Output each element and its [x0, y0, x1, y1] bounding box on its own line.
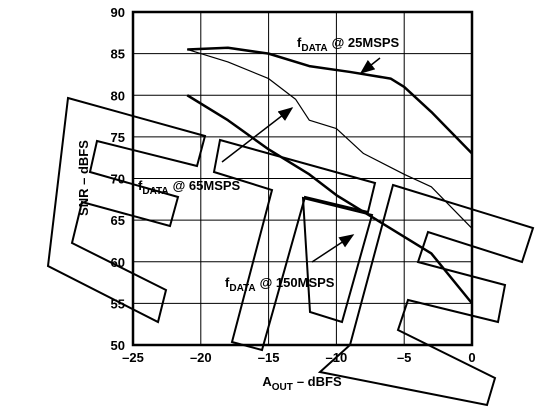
plot-frame: [131, 10, 474, 347]
overlay-shape: [212, 138, 377, 352]
series-line: [187, 46, 473, 155]
overlay-shape: [317, 183, 535, 407]
y-tick-label: 85: [111, 47, 125, 62]
y-tick-label: 60: [111, 255, 125, 270]
series-annotation: fDATA @ 25MSPS: [297, 35, 400, 54]
overlay-shape: [301, 196, 374, 324]
x-tick-label: –15: [258, 350, 280, 365]
annotation-sub: DATA: [229, 283, 255, 294]
annotation-tail: @ 150MSPS: [260, 275, 335, 290]
x-tick-label: 0: [468, 350, 475, 365]
annotation-arrow: [311, 234, 355, 263]
x-tick-label: –5: [397, 350, 411, 365]
annotation-arrow: [359, 57, 381, 74]
annotation-sub: DATA: [142, 186, 168, 197]
overlay-shape: [46, 96, 207, 324]
y-tick-label: 80: [111, 88, 125, 103]
y-tick-label: 65: [111, 213, 125, 228]
annotation-arrow: [221, 107, 294, 163]
x-axis-label-tail: – dBFS: [297, 374, 342, 389]
annotation-tail: @ 25MSPS: [332, 35, 400, 50]
series-line: [187, 48, 473, 229]
y-tick-label: 90: [111, 5, 125, 20]
x-axis-label: AOUT – dBFS: [262, 374, 342, 393]
annotation-main: f: [225, 275, 230, 290]
series-annotation: fDATA @ 65MSPS: [138, 178, 241, 197]
annotation-tail: @ 65MSPS: [173, 178, 241, 193]
annotation-main: f: [138, 178, 143, 193]
annotation-main: f: [297, 35, 302, 50]
series-annotation: fDATA @ 150MSPS: [225, 275, 335, 294]
x-tick-label: –20: [190, 350, 212, 365]
x-tick-label: –25: [122, 350, 144, 365]
x-axis-label-sub: OUT: [272, 382, 293, 393]
annotation-sub: DATA: [301, 43, 327, 54]
y-tick-label: 75: [111, 130, 125, 145]
y-axis-label: SNR – dBFS: [76, 140, 91, 216]
y-tick-label: 50: [111, 338, 125, 353]
x-axis-label-main: A: [262, 374, 272, 389]
